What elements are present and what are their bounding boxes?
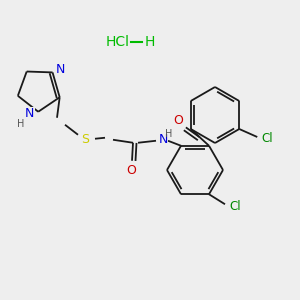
- Text: N: N: [25, 107, 34, 120]
- Text: Cl: Cl: [229, 200, 241, 213]
- Text: N: N: [56, 63, 65, 76]
- Text: Cl: Cl: [261, 133, 273, 146]
- Text: H: H: [16, 119, 24, 129]
- Text: H: H: [165, 129, 173, 139]
- Text: H: H: [145, 35, 155, 49]
- Text: O: O: [126, 164, 136, 177]
- Text: HCl: HCl: [106, 35, 130, 49]
- Text: N: N: [158, 133, 168, 146]
- Text: S: S: [81, 133, 89, 146]
- Text: O: O: [173, 114, 183, 127]
